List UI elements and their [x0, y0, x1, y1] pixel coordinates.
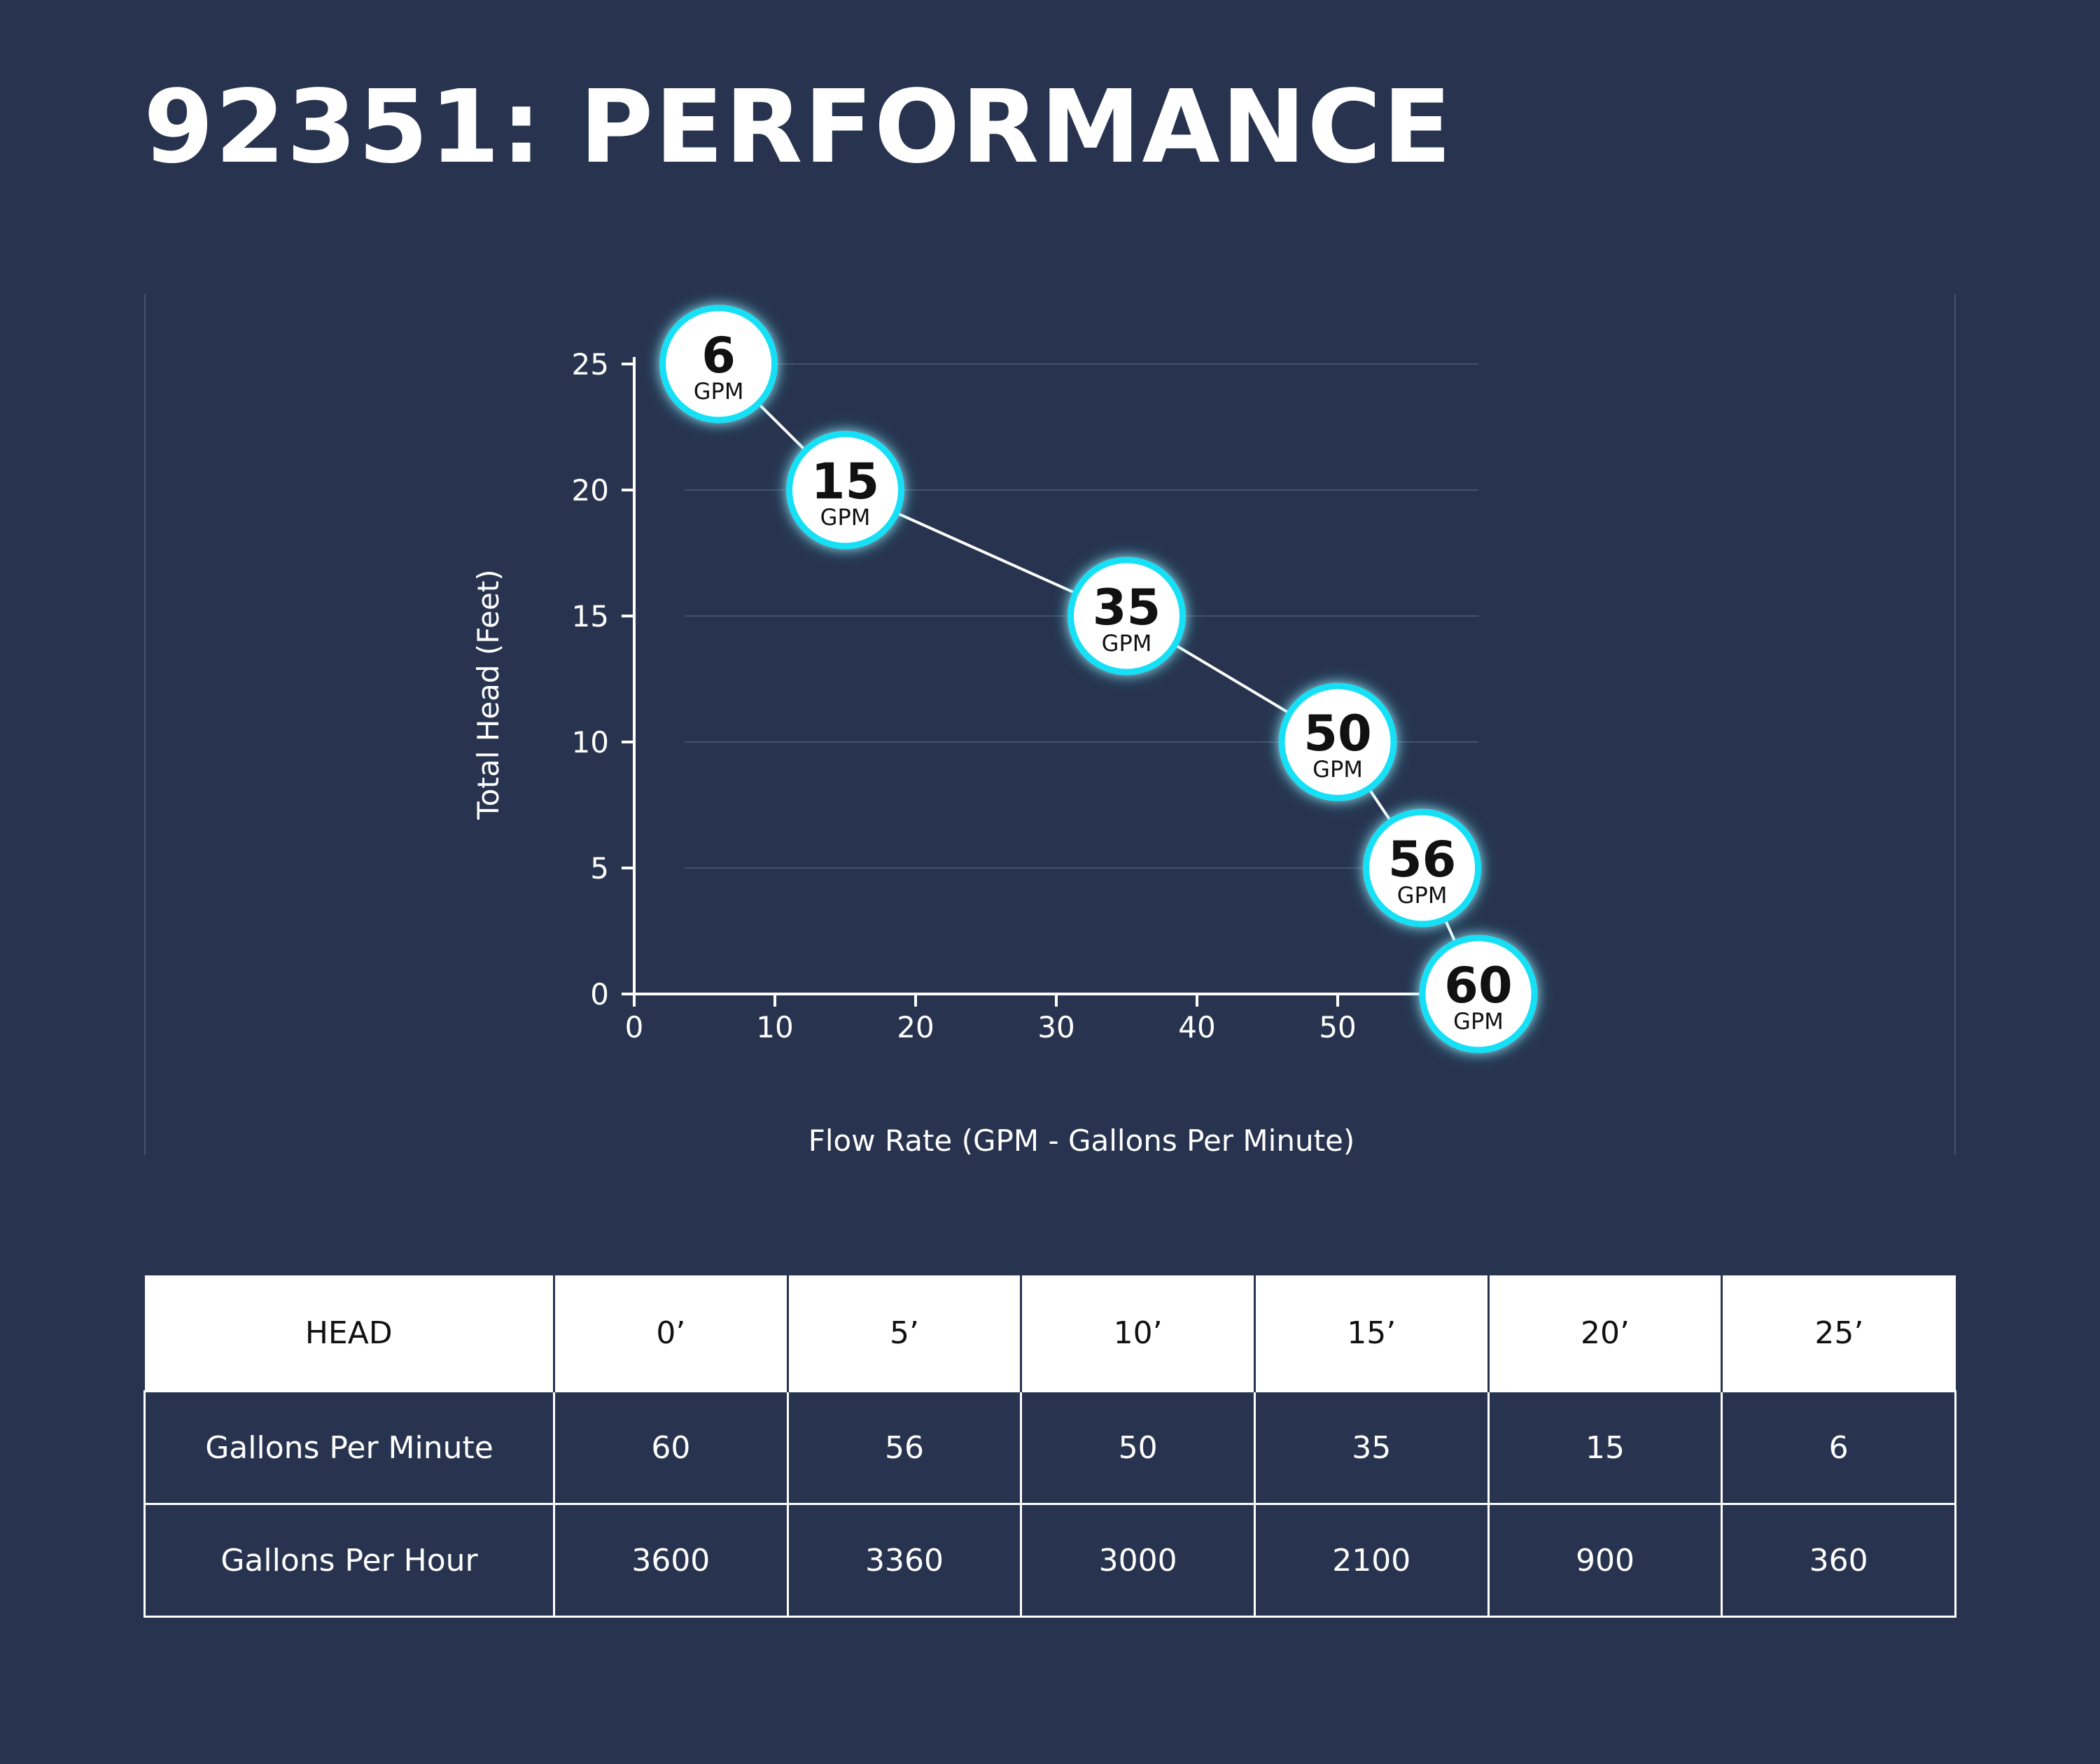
data-point-circle — [1278, 682, 1397, 802]
page-title: 92351: PERFORMANCE — [144, 68, 1453, 186]
table-cell: 2100 — [1253, 1503, 1490, 1618]
x-tick-label: 40 — [1178, 1010, 1215, 1044]
right-divider — [1954, 294, 1956, 1155]
x-tick-label: 0 — [625, 1010, 644, 1044]
table-cell: 15 — [1487, 1390, 1723, 1505]
data-point-value-label: 35 — [1093, 579, 1161, 636]
header-cell: 0’ — [553, 1275, 788, 1392]
data-point-circle — [659, 304, 778, 424]
data-point-unit-label: GPM — [694, 378, 744, 405]
data-point-value-label: 50 — [1303, 705, 1371, 762]
table-cell: 360 — [1721, 1503, 1956, 1618]
left-divider — [144, 294, 146, 1155]
table-cell: 35 — [1253, 1390, 1490, 1505]
table-row: Gallons Per Minute 60 56 50 35 15 6 — [144, 1390, 1956, 1505]
data-point-value-label: 6 — [701, 327, 736, 384]
y-tick-label: 25 — [572, 347, 609, 382]
data-point-circle — [1068, 556, 1186, 676]
table-cell: 50 — [1020, 1390, 1256, 1505]
table-cell: 60 — [553, 1390, 789, 1505]
table-cell: 3600 — [553, 1503, 789, 1618]
data-point-unit-label: GPM — [1312, 756, 1363, 783]
x-axis-label: Flow Rate (GPM - Gallons Per Minute) — [808, 1124, 1355, 1158]
performance-table-container: HEAD 0’ 5’ 10’ 15’ 20’ 25’ Gallons Per M… — [144, 1275, 1956, 1618]
header-cell: 25’ — [1721, 1275, 1956, 1392]
data-point-unit-label: GPM — [820, 504, 871, 531]
data-point-circle — [786, 430, 904, 550]
x-tick-label: 10 — [756, 1010, 793, 1044]
header-cell: 5’ — [786, 1275, 1021, 1392]
data-point-value-label: 56 — [1388, 831, 1456, 888]
y-tick-label: 5 — [590, 851, 609, 886]
x-tick-label: 30 — [1037, 1010, 1074, 1044]
data-point-unit-label: GPM — [1453, 1008, 1504, 1035]
header-cell: 15’ — [1253, 1275, 1489, 1392]
table-row: Gallons Per Hour 3600 3360 3000 2100 900… — [144, 1503, 1956, 1618]
table-cell: 3360 — [786, 1503, 1023, 1618]
y-axis-label: Total Head (Feet) — [471, 569, 505, 820]
x-tick-label: 20 — [897, 1010, 934, 1044]
table-cell: 3000 — [1020, 1503, 1256, 1618]
table-cell: 6 — [1721, 1390, 1956, 1505]
row-label: Gallons Per Minute — [144, 1390, 555, 1505]
data-point-value-label: 60 — [1444, 957, 1512, 1014]
table-cell: 900 — [1487, 1503, 1723, 1618]
table-header-row: HEAD 0’ 5’ 10’ 15’ 20’ 25’ — [144, 1275, 1956, 1392]
data-point-unit-label: GPM — [1102, 630, 1152, 657]
data-point-value-label: 15 — [811, 453, 879, 510]
y-tick-label: 20 — [572, 473, 609, 507]
performance-table: HEAD 0’ 5’ 10’ 15’ 20’ 25’ Gallons Per M… — [144, 1275, 1956, 1618]
y-tick-label: 0 — [590, 977, 609, 1011]
table-cell: 56 — [786, 1390, 1023, 1505]
y-tick-label: 15 — [572, 599, 609, 634]
row-label: Gallons Per Hour — [144, 1503, 555, 1618]
data-point-unit-label: GPM — [1397, 882, 1448, 909]
data-point-circle — [1363, 808, 1482, 927]
header-cell: 10’ — [1020, 1275, 1255, 1392]
header-cell: HEAD — [144, 1275, 554, 1392]
data-point-circle — [1419, 934, 1538, 1054]
x-tick-label: 50 — [1319, 1010, 1356, 1044]
header-cell: 20’ — [1487, 1275, 1722, 1392]
y-tick-label: 10 — [572, 725, 609, 760]
